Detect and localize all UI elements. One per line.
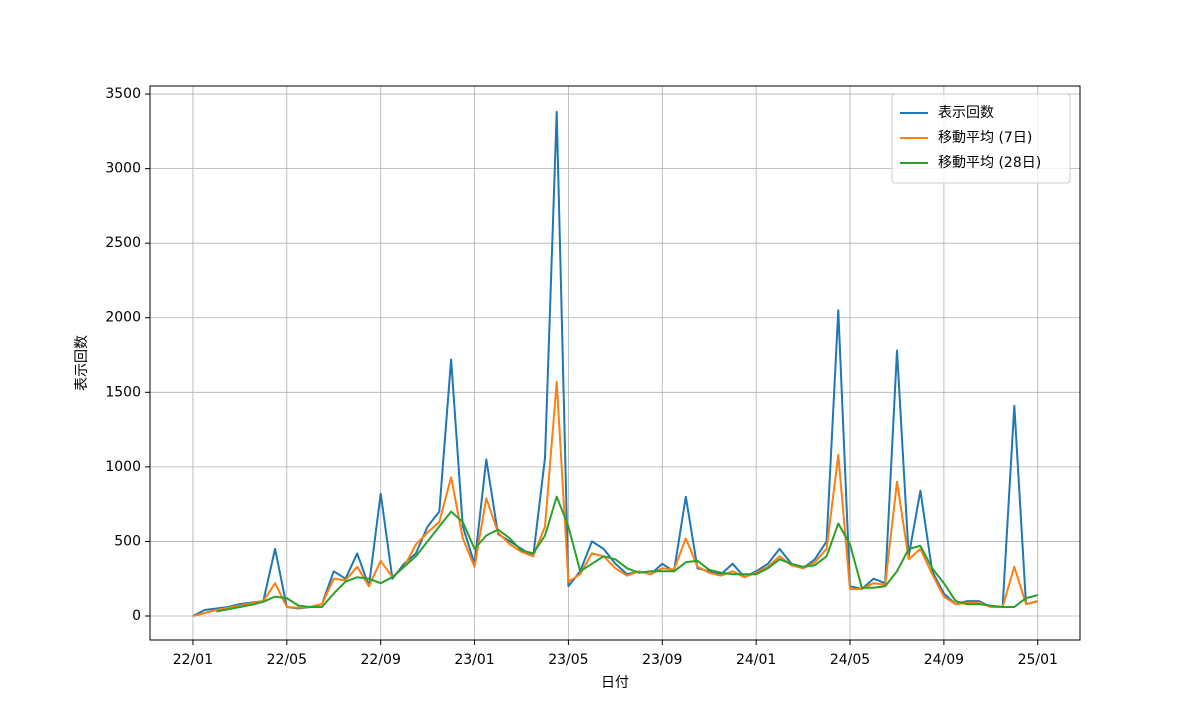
x-tick-label: 22/09 bbox=[361, 652, 401, 668]
legend-label: 表示回数 bbox=[938, 105, 994, 121]
series-line bbox=[192, 380, 1039, 617]
y-tick-label: 2000 bbox=[105, 310, 141, 326]
x-tick-label: 23/01 bbox=[454, 652, 494, 668]
y-tick-label: 3500 bbox=[105, 86, 141, 102]
y-tick-label: 1500 bbox=[105, 384, 141, 400]
x-tick-label: 24/05 bbox=[830, 652, 870, 668]
x-tick-label: 24/01 bbox=[736, 652, 776, 668]
x-tick-label: 22/05 bbox=[267, 652, 307, 668]
x-tick-label: 23/09 bbox=[642, 652, 682, 668]
x-tick-label: 24/09 bbox=[924, 652, 964, 668]
legend-box bbox=[891, 93, 1071, 184]
x-tick-label: 23/05 bbox=[548, 652, 588, 668]
x-tick-label: 25/01 bbox=[1018, 652, 1058, 668]
legend-label: 移動平均 (7日) bbox=[938, 130, 1032, 146]
series-line bbox=[192, 110, 1039, 617]
y-tick-label: 2500 bbox=[105, 235, 141, 251]
x-axis-label: 日付 bbox=[601, 675, 629, 691]
y-tick-label: 0 bbox=[132, 608, 141, 624]
series-line bbox=[216, 495, 1039, 613]
y-tick-label: 1000 bbox=[105, 459, 141, 475]
x-tick-label: 22/01 bbox=[173, 652, 213, 668]
y-tick-label: 500 bbox=[114, 533, 141, 549]
y-axis-label: 表示回数 bbox=[74, 335, 90, 391]
legend-label: 移動平均 (28日) bbox=[938, 155, 1041, 171]
plot-frame bbox=[149, 85, 1081, 641]
y-tick-label: 3000 bbox=[105, 161, 141, 177]
